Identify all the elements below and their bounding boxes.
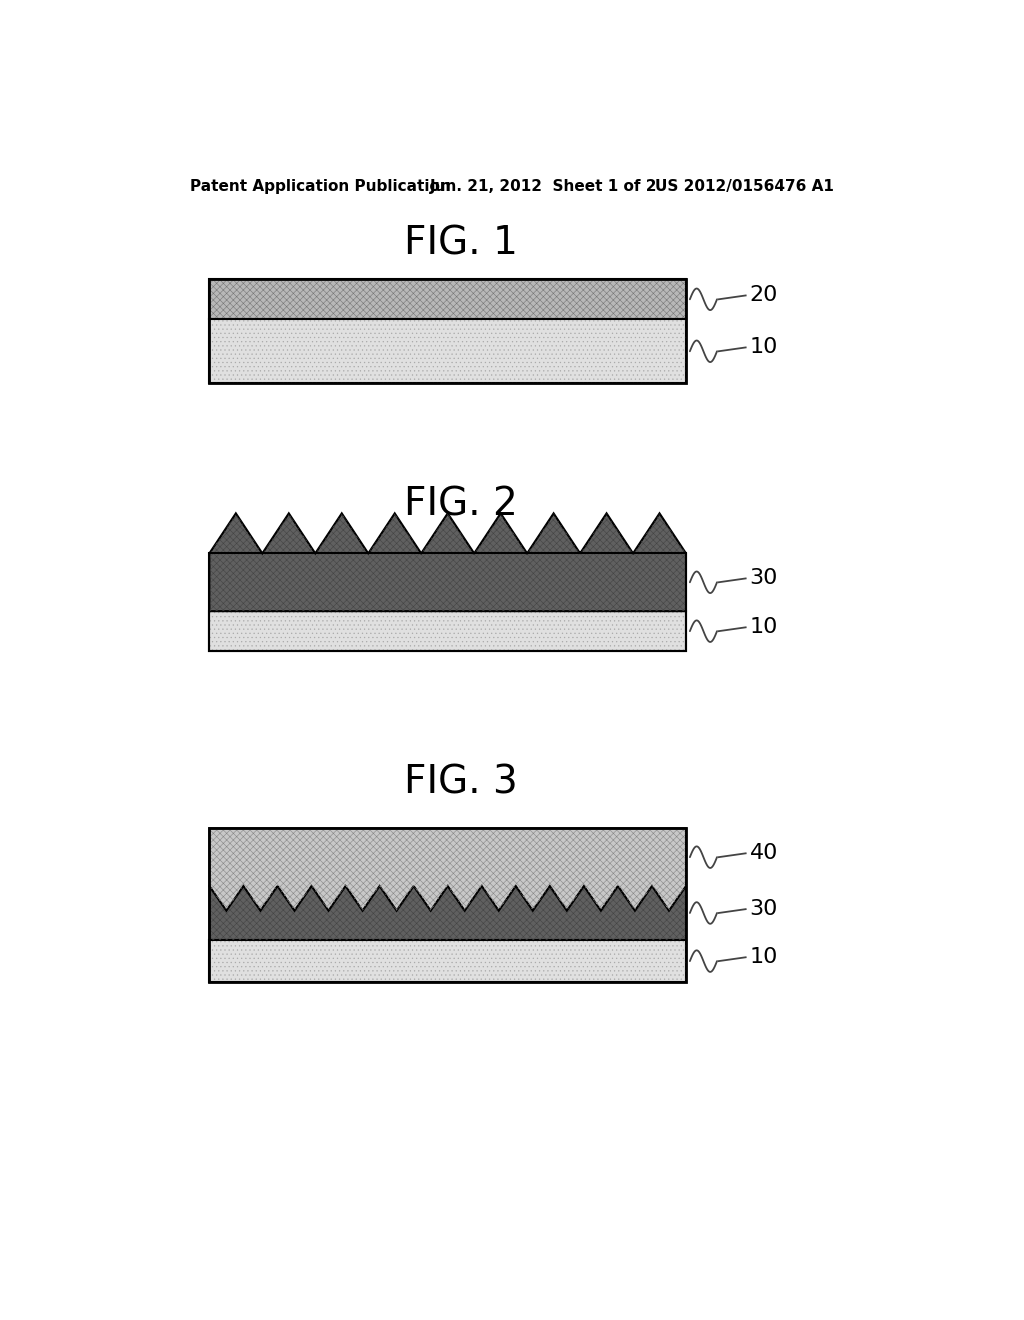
Text: FIG. 3: FIG. 3 xyxy=(404,763,518,801)
Text: FIG. 1: FIG. 1 xyxy=(404,224,518,263)
Bar xyxy=(209,940,686,982)
Bar xyxy=(209,829,686,982)
Text: Patent Application Publication: Patent Application Publication xyxy=(190,180,451,194)
Text: 30: 30 xyxy=(750,899,778,919)
Text: 40: 40 xyxy=(750,843,778,863)
Bar xyxy=(209,611,686,651)
Bar xyxy=(209,940,686,982)
Bar xyxy=(209,280,686,319)
Text: FIG. 2: FIG. 2 xyxy=(404,486,518,524)
Text: US 2012/0156476 A1: US 2012/0156476 A1 xyxy=(655,180,834,194)
Text: 20: 20 xyxy=(750,285,778,305)
Bar xyxy=(209,319,686,383)
Text: 10: 10 xyxy=(750,618,778,638)
Text: 10: 10 xyxy=(750,338,778,358)
Bar xyxy=(209,280,686,319)
Polygon shape xyxy=(209,513,686,611)
Bar xyxy=(209,611,686,651)
Polygon shape xyxy=(209,862,686,940)
Polygon shape xyxy=(209,829,686,911)
Text: 10: 10 xyxy=(750,948,778,968)
Bar xyxy=(209,319,686,383)
Bar xyxy=(209,553,686,651)
Text: 30: 30 xyxy=(750,569,778,589)
Text: Jun. 21, 2012  Sheet 1 of 2: Jun. 21, 2012 Sheet 1 of 2 xyxy=(430,180,657,194)
Bar xyxy=(209,280,686,383)
